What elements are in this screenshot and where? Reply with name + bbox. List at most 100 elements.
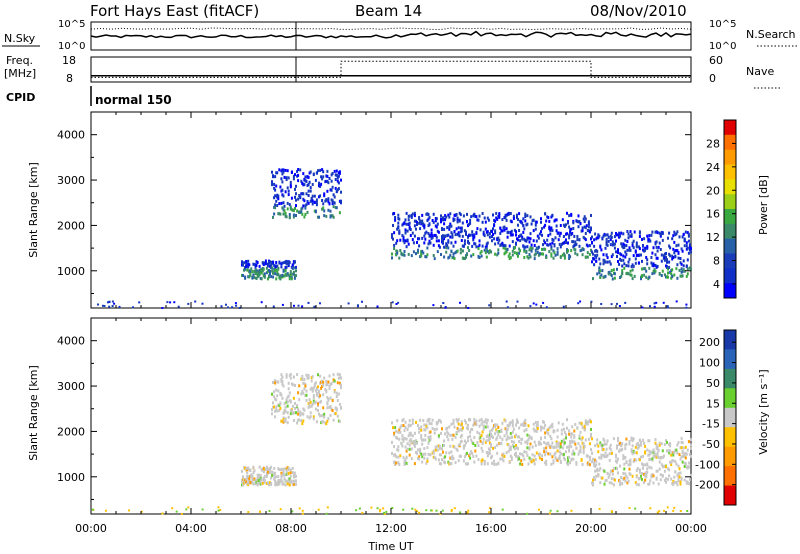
power-echo-cell	[283, 261, 286, 264]
power-scatter-cell	[301, 305, 304, 308]
velocity-echo-cell	[447, 438, 450, 442]
power-echo-cell	[502, 243, 505, 247]
velocity-echo-cell	[260, 467, 263, 471]
power-echo-cell	[427, 213, 430, 217]
power-echo-cell	[442, 239, 444, 243]
velocity-echo-cell	[602, 437, 605, 441]
velocity-echo-cell	[616, 445, 618, 449]
power-echo-cell	[561, 241, 564, 245]
velocity-echo-cell	[507, 449, 510, 453]
velocity-echo-cell	[556, 449, 559, 453]
velocity-scatter-cell	[370, 506, 373, 509]
power-echo-cell	[248, 263, 251, 267]
power-echo-cell	[621, 244, 624, 248]
power-echo-cell	[319, 184, 322, 188]
power-echo-cell	[459, 247, 462, 251]
velocity-echo-cell	[303, 378, 306, 381]
power-echo-cell	[408, 221, 411, 225]
power-echo-cell	[424, 231, 427, 235]
power-echo-cell	[550, 252, 553, 256]
velocity-echo-cell	[638, 438, 641, 442]
power-echo-cell	[497, 248, 500, 252]
power-echo-cell	[274, 272, 277, 276]
power-echo-cell	[655, 245, 658, 249]
power-echo-cell	[245, 263, 248, 267]
velocity-echo-cell	[567, 463, 569, 466]
velocity-echo-cell	[427, 435, 430, 439]
power-echo-cell	[393, 231, 396, 235]
power-echo-cell	[413, 214, 416, 218]
velocity-echo-cell	[274, 381, 277, 385]
velocity-echo-cell	[601, 446, 604, 450]
power-echo-cell	[442, 241, 444, 245]
velocity-echo-cell	[426, 459, 429, 463]
power-scatter-cell	[579, 300, 582, 303]
power-echo-cell	[278, 168, 281, 172]
power-echo-cell	[321, 207, 324, 211]
power-echo-cell	[456, 220, 459, 224]
velocity-echo-cell	[488, 448, 491, 452]
velocity-echo-cell	[491, 428, 493, 432]
velocity-echo-cell	[601, 476, 604, 480]
velocity-echo-cell	[656, 447, 659, 451]
power-echo-cell	[566, 232, 568, 236]
power-echo-cell	[330, 188, 333, 192]
power-echo-cell	[652, 264, 655, 268]
power-echo-cell	[325, 174, 328, 178]
power-echo-cell	[586, 229, 589, 232]
power-echo-cell	[593, 263, 596, 267]
velocity-echo-cell	[644, 463, 647, 467]
velocity-echo-cell	[404, 420, 407, 424]
power-echo-cell	[481, 244, 484, 248]
velocity-echo-cell	[525, 428, 528, 432]
power-echo-cell	[255, 263, 258, 267]
velocity-echo-cell	[565, 433, 567, 437]
velocity-echo-cell	[475, 423, 478, 426]
power-echo-cell	[503, 228, 506, 232]
velocity-echo-cell	[480, 446, 483, 450]
power-echo-cell	[260, 277, 263, 281]
power-scatter-cell	[376, 305, 379, 308]
velocity-echo-cell	[325, 383, 328, 387]
power-echo-cell	[622, 258, 625, 262]
power-echo-cell	[289, 207, 292, 211]
power-echo-cell	[403, 221, 406, 225]
power-echo-cell	[596, 272, 599, 276]
velocity-echo-cell	[581, 463, 584, 466]
velocity-echo-cell	[400, 442, 403, 445]
velocity-echo-cell	[529, 459, 532, 463]
power-echo-cell	[624, 250, 627, 254]
power-echo-cell	[561, 253, 564, 257]
velocity-echo-cell	[624, 443, 627, 447]
velocity-echo-cell	[413, 441, 416, 445]
power-echo-cell	[457, 226, 460, 230]
velocity-echo-cell	[631, 474, 634, 478]
power-echo-cell	[485, 247, 488, 250]
velocity-echo-cell	[656, 454, 659, 458]
power-echo-cell	[506, 247, 509, 251]
power-echo-cell	[287, 263, 290, 266]
velocity-echo-cell	[617, 436, 619, 440]
velocity-echo-cell	[535, 429, 538, 433]
power-echo-cell	[431, 235, 434, 239]
power-echo-cell	[399, 238, 402, 242]
velocity-echo-cell	[454, 461, 457, 465]
velocity-echo-cell	[654, 453, 657, 457]
velocity-echo-cell	[563, 458, 566, 461]
velocity-scatter-cell	[298, 507, 301, 510]
velocity-echo-cell	[258, 479, 261, 482]
power-echo-cell	[294, 187, 296, 191]
x-tick-label: 04:00	[175, 522, 207, 535]
power-echo-cell	[641, 267, 643, 271]
power-scatter-cell	[107, 301, 109, 304]
velocity-scatter-cell	[361, 511, 364, 514]
velocity-echo-cell	[655, 477, 658, 481]
velocity-scatter-cell	[658, 510, 661, 513]
velocity-scatter-cell	[140, 510, 143, 513]
velocity-echo-cell	[421, 455, 424, 459]
velocity-echo-cell	[561, 446, 564, 450]
velocity-echo-cell	[437, 458, 440, 462]
velocity-echo-cell	[515, 444, 517, 447]
power-echo-cell	[508, 257, 511, 261]
power-echo-cell	[289, 180, 292, 184]
